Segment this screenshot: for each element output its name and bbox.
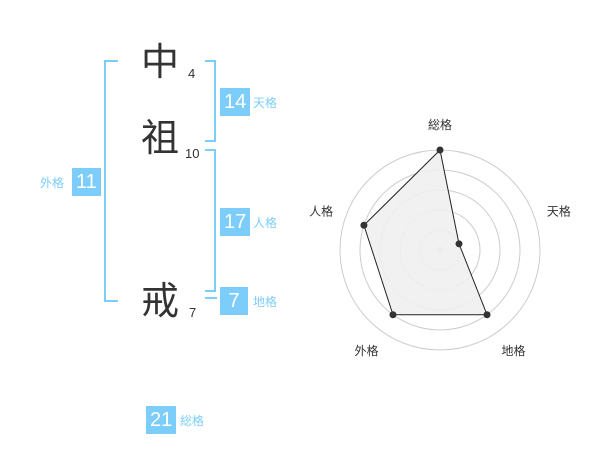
gaikaku-value: 11	[72, 168, 101, 196]
gaikaku-bracket	[104, 60, 118, 302]
chikaku-value: 7	[220, 287, 248, 315]
chikaku-label: 地格	[253, 295, 278, 309]
jinkaku-label: 人格	[253, 216, 278, 230]
tenkaku-bracket	[205, 60, 216, 142]
radar-point	[389, 311, 397, 319]
jinkaku-value: 17	[220, 208, 251, 236]
radar-axis-label: 人格	[309, 203, 333, 218]
stroke-count-2: 10	[185, 146, 200, 161]
radar-axis-label: 総格	[428, 117, 452, 132]
radar-axis-label: 外格	[355, 343, 379, 358]
chikaku-bracket	[205, 297, 217, 299]
stroke-count-1: 4	[188, 66, 196, 81]
name-char-3: 戒	[140, 279, 179, 323]
name-char-2: 祖	[140, 116, 179, 160]
radar-point	[436, 146, 444, 154]
tenkaku-label: 天格	[253, 96, 278, 110]
radar-polygon	[363, 148, 488, 316]
radar-point	[360, 221, 368, 229]
radar-point	[483, 311, 491, 319]
radar-axis-label: 天格	[547, 203, 571, 218]
radar-point	[455, 240, 463, 248]
soukaku-label: 総格	[180, 414, 205, 428]
name-char-1: 中	[140, 40, 179, 84]
radar-axis-label: 地格	[501, 343, 525, 358]
gaikaku-label: 外格	[40, 176, 65, 190]
jinkaku-bracket	[205, 149, 216, 292]
tenkaku-value: 14	[220, 88, 251, 116]
soukaku-value: 21	[146, 406, 177, 434]
stroke-count-3: 7	[189, 305, 197, 320]
